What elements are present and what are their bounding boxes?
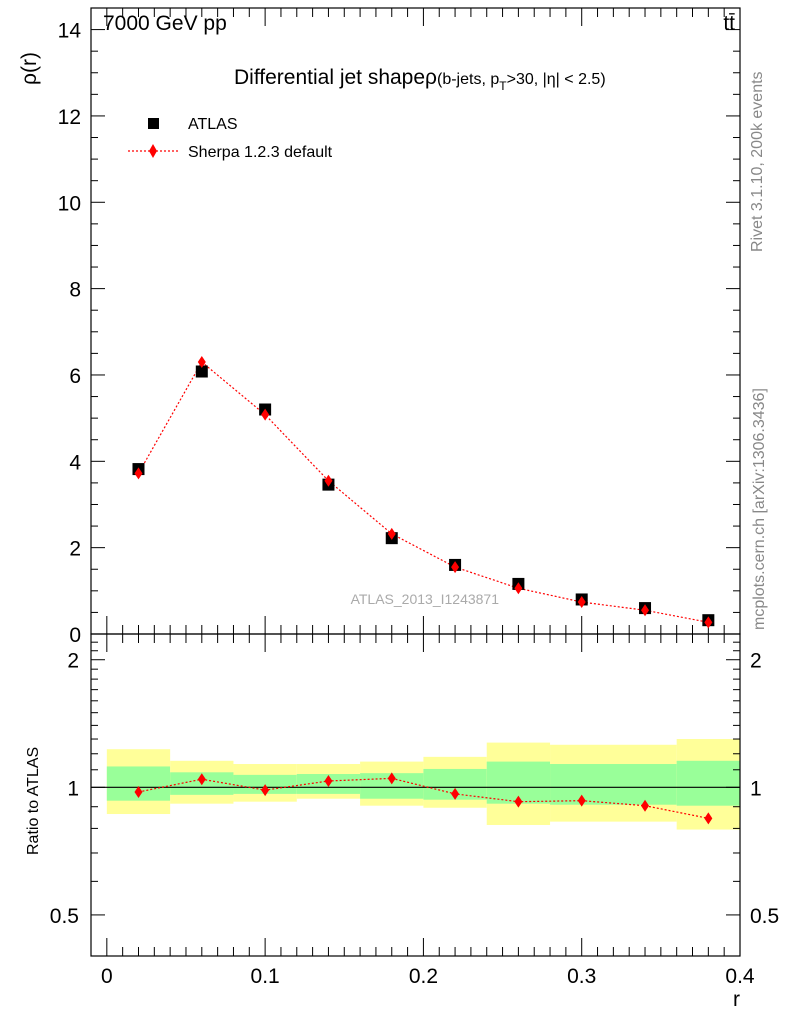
sherpa-point [261, 408, 270, 421]
main-y-tick-label: 14 [58, 20, 82, 43]
main-frame [90, 7, 741, 635]
sherpa-point [577, 596, 586, 609]
main-y-tick-label: 2 [69, 538, 81, 561]
main-y-tick-label: 8 [69, 279, 81, 302]
ratio-y-tick-label-right: 2 [750, 650, 762, 673]
main-y-tick-label: 10 [58, 192, 81, 215]
mcplots-label: mcplots.cern.ch [arXiv:1306.3436] [751, 388, 768, 630]
ratio-sherpa-point [514, 795, 523, 808]
x-tick-label: 0.3 [567, 965, 596, 988]
ratio-sherpa-point [577, 794, 586, 807]
sherpa-point [451, 561, 460, 574]
sherpa-point [514, 582, 523, 595]
ratio-y-tick-label: 0.5 [50, 905, 79, 928]
atlas-point [195, 365, 208, 378]
main-y-axis-label: ρ(r) [18, 52, 41, 85]
legend-sherpa-marker [149, 144, 157, 158]
legend-atlas-label: ATLAS [188, 116, 238, 133]
rivet-label: Rivet 3.1.10, 200k events [749, 71, 766, 252]
legend: ATLAS Sherpa 1.2.3 default [128, 116, 333, 161]
ratio-y-tick-label-right: 1 [750, 777, 762, 800]
energy-label: 7000 GeV pp [103, 12, 227, 35]
legend-atlas-marker [148, 118, 159, 129]
ratio-y-tick-label: 1 [67, 777, 79, 800]
sherpa-point [387, 527, 396, 540]
ratio-data-marks [134, 772, 713, 825]
legend-sherpa-label: Sherpa 1.2.3 default [188, 144, 333, 161]
ratio-frame [90, 633, 741, 957]
sherpa-point [704, 616, 713, 629]
ratio-y-tick-label: 2 [67, 650, 79, 673]
main-y-tick-label: 4 [69, 451, 81, 474]
ratio-uncertainty-bands [106, 739, 740, 830]
main-y-tick-label: 6 [69, 365, 81, 388]
ratio-sherpa-point [197, 773, 206, 786]
ratio-sherpa-point [641, 799, 650, 812]
ratio-sherpa-line [138, 777, 709, 819]
ratio-band-green [676, 760, 740, 806]
sherpa-series-line [137, 361, 709, 623]
main-axis-ticks: 0 2 4 6 8 10 12 14 [58, 8, 741, 647]
analysis-watermark: ATLAS_2013_I1243871 [351, 591, 500, 607]
x-tick-label: 0.2 [409, 965, 438, 988]
x-tick-label: 0.1 [251, 965, 280, 988]
sherpa-point [324, 474, 333, 487]
ratio-axis-ticks: 0.5 0.5 1 1 2 2 0 0.1 0.2 0.3 0.4 [50, 633, 779, 988]
sherpa-point [197, 356, 206, 369]
x-axis-label: r [733, 988, 740, 1011]
main-panel: 0 2 4 6 8 10 12 14 Differential jet shapeρ (b-j… [18, 7, 741, 647]
main-y-tick-label: 0 [69, 624, 81, 647]
ratio-y-axis-label: Ratio to ATLAS [25, 747, 42, 855]
x-tick-label: 0 [101, 965, 113, 988]
x-tick-label: 0.4 [725, 965, 755, 988]
main-data-marks [132, 356, 715, 629]
ratio-y-tick-label-right: 0.5 [750, 905, 779, 928]
main-y-tick-label: 12 [58, 106, 81, 129]
sherpa-point [641, 604, 650, 617]
ratio-panel: 0.5 0.5 1 1 2 2 0 0.1 0.2 0.3 0.4 Ratio to ATLAS r [25, 633, 779, 1011]
ratio-sherpa-point [134, 785, 143, 798]
ratio-sherpa-point [261, 784, 270, 797]
ratio-sherpa-point [451, 787, 460, 800]
process-label: tt̄ [723, 12, 735, 35]
chart-title: Differential jet shapeρ [234, 66, 437, 89]
ratio-sherpa-point [704, 812, 713, 825]
ratio-sherpa-point [324, 774, 333, 787]
ratio-sherpa-point [387, 772, 396, 785]
sherpa-point [134, 467, 143, 480]
chart-subtitle: (b-jets, pT>30, |η| < 2.5) [437, 71, 606, 93]
ratio-band-green [550, 764, 677, 805]
